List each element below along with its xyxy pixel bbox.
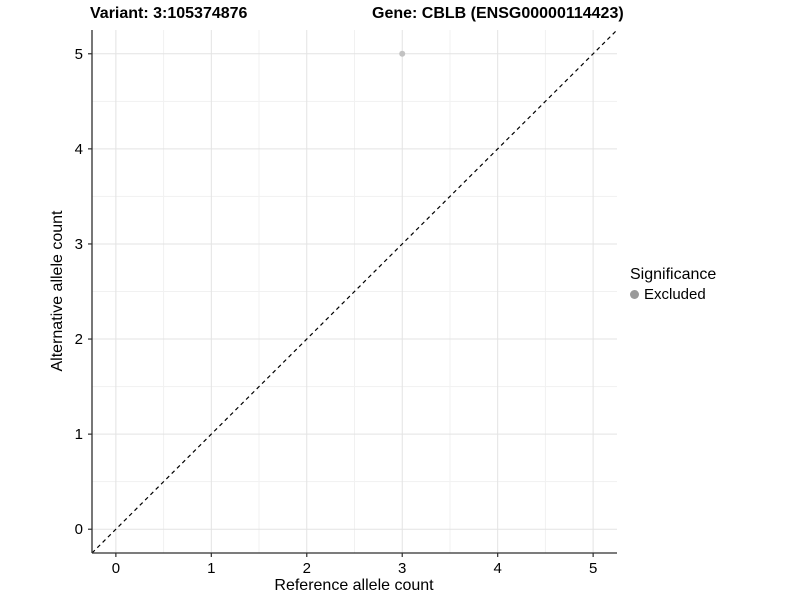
legend-key-dot-icon bbox=[630, 290, 639, 299]
plot-title-gene: Gene: CBLB (ENSG00000114423) bbox=[372, 5, 624, 22]
legend-item-excluded: Excluded bbox=[630, 286, 716, 303]
legend-title: Significance bbox=[630, 266, 717, 283]
legend-item-label: Excluded bbox=[644, 286, 706, 303]
y-tick-label: 4 bbox=[75, 141, 83, 158]
legend: Significance Excluded bbox=[630, 266, 716, 303]
y-tick-label: 3 bbox=[75, 236, 83, 253]
y-axis-title: Alternative allele count bbox=[49, 210, 66, 372]
y-tick-label: 0 bbox=[75, 521, 83, 538]
data-point bbox=[399, 50, 406, 57]
x-tick-label: 3 bbox=[398, 560, 406, 577]
y-tick-label: 1 bbox=[75, 426, 83, 443]
identity-dashed-line bbox=[91, 29, 618, 554]
plot-title-variant: Variant: 3:105374876 bbox=[90, 5, 248, 22]
x-tick-label: 4 bbox=[494, 560, 502, 577]
x-axis-title: Reference allele count bbox=[274, 577, 434, 594]
x-tick-label: 2 bbox=[303, 560, 311, 577]
x-tick-label: 0 bbox=[112, 560, 120, 577]
x-tick-label: 5 bbox=[589, 560, 597, 577]
y-tick-label: 5 bbox=[75, 46, 83, 63]
y-tick-label: 2 bbox=[75, 331, 83, 348]
x-tick-label: 1 bbox=[207, 560, 215, 577]
